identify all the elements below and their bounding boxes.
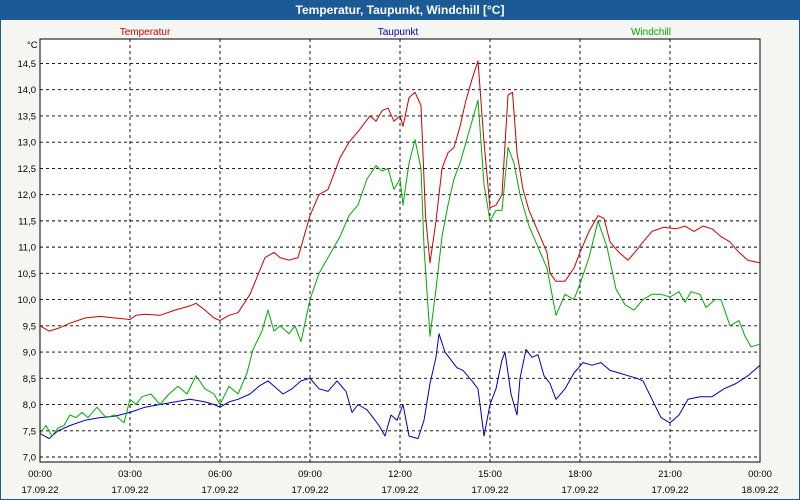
y-tick-label: 11,5 xyxy=(18,216,36,227)
y-tick-label: 10,0 xyxy=(18,295,37,306)
y-tick-label: 12,5 xyxy=(18,164,37,175)
series-line-temperatur xyxy=(39,60,761,332)
plot-border xyxy=(39,38,761,463)
legend-temperatur: Temperatur xyxy=(120,27,171,38)
y-tick-label: 12,0 xyxy=(18,190,37,201)
y-tick-label: 14,0 xyxy=(18,85,37,96)
x-tick-time: 03:00 xyxy=(118,469,142,480)
y-tick-label: 8,5 xyxy=(23,374,36,385)
x-tick-date: 17.09.22 xyxy=(472,485,509,496)
y-tick-label: 9,5 xyxy=(23,321,36,332)
x-tick-date: 17.09.22 xyxy=(652,485,689,496)
x-tick-time: 06:00 xyxy=(208,469,232,480)
y-tick-label: 10,5 xyxy=(18,269,37,280)
y-tick-label: 7,5 xyxy=(23,426,36,437)
x-tick-time: 18:00 xyxy=(568,469,592,480)
y-tick-label: 13,5 xyxy=(18,111,37,122)
x-tick-time: 12:00 xyxy=(388,469,412,480)
x-tick-date: 17.09.22 xyxy=(562,485,599,496)
x-tick-time: 21:00 xyxy=(658,469,682,480)
x-tick-date: 17.09.22 xyxy=(382,485,419,496)
x-tick-date: 17.09.22 xyxy=(112,485,149,496)
y-tick-label: 7,0 xyxy=(23,453,36,464)
y-axis-unit: °C xyxy=(27,40,38,51)
y-tick-label: 8,0 xyxy=(23,400,36,411)
series-line-windchill xyxy=(39,99,761,437)
chart-title: Temperatur, Taupunkt, Windchill [°C] xyxy=(1,1,799,20)
x-tick-date: 18.09.22 xyxy=(742,485,779,496)
x-tick-time: 00:00 xyxy=(748,469,772,480)
legend-windchill: Windchill xyxy=(631,27,671,38)
y-tick-label: 14,5 xyxy=(18,59,37,70)
y-tick-label: 9,0 xyxy=(23,348,36,359)
x-tick-time: 15:00 xyxy=(478,469,502,480)
x-tick-time: 00:00 xyxy=(28,469,52,480)
series-line-taupunkt xyxy=(39,333,761,440)
legend-taupunkt: Taupunkt xyxy=(378,27,419,38)
x-tick-date: 17.09.22 xyxy=(292,485,329,496)
x-tick-date: 17.09.22 xyxy=(22,485,59,496)
x-tick-date: 17.09.22 xyxy=(202,485,239,496)
y-tick-label: 11,0 xyxy=(18,243,36,254)
y-tick-label: 13,0 xyxy=(18,138,37,149)
x-tick-time: 09:00 xyxy=(298,469,322,480)
